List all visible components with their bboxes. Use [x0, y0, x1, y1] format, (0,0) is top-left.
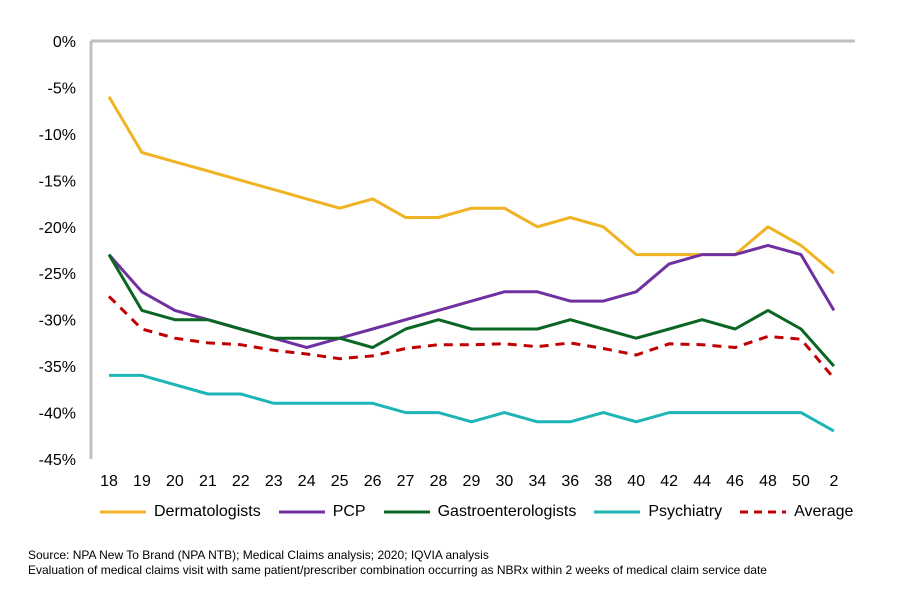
x-tick-label: 22 [232, 473, 250, 490]
x-tick-label: 25 [331, 473, 349, 490]
x-tick-label: 44 [693, 473, 711, 490]
x-tick-label: 29 [463, 473, 481, 490]
footnote-line: Evaluation of medical claims visit with … [28, 563, 767, 577]
legend-swatch-psychiatry [594, 510, 641, 514]
x-tick-label: 2 [829, 473, 838, 490]
series-line-dermatologists [107, 95, 835, 275]
series-line-average [107, 295, 836, 380]
legend: Dermatologists PCP Gastroenterologists P… [100, 503, 871, 521]
legend-item-dermatologists: Dermatologists [100, 503, 261, 521]
x-tick-label: 48 [759, 473, 777, 490]
y-tick-label: 0% [53, 34, 76, 51]
source-note: Source: NPA New To Brand (NPA NTB); Medi… [28, 548, 767, 578]
series-line-pcp [107, 243, 836, 349]
x-tick-labels: 18 19 20 21 22 23 24 25 26 27 28 29 30 34 36 38 40 42 44 46… [100, 473, 838, 490]
x-tick-label: 21 [199, 473, 217, 490]
x-tick-label: 23 [265, 473, 283, 490]
y-tick-label: -25% [39, 266, 76, 283]
legend-swatch-gastroenterologists [383, 510, 430, 514]
legend-item-psychiatry: Psychiatry [594, 503, 722, 521]
source-line: Source: NPA New To Brand (NPA NTB); Medi… [28, 548, 489, 562]
series-lines [107, 95, 836, 433]
y-tick-label: -45% [39, 452, 76, 469]
x-tick-label: 19 [133, 473, 151, 490]
x-tick-label: 38 [594, 473, 612, 490]
y-tick-label: -30% [39, 313, 76, 330]
legend-swatch-dermatologists [100, 510, 146, 514]
y-tick-label: -35% [39, 359, 76, 376]
x-tick-label: 18 [100, 473, 118, 490]
legend-swatch-pcp [278, 510, 325, 514]
x-tick-label: 36 [561, 473, 579, 490]
x-tick-label: 30 [496, 473, 514, 490]
x-tick-label: 27 [397, 473, 415, 490]
series-line-gastroenterologists [107, 253, 836, 368]
x-tick-label: 28 [430, 473, 448, 490]
y-tick-label: -5% [48, 80, 76, 97]
x-tick-label: 40 [627, 473, 645, 490]
legend-label: Psychiatry [648, 503, 723, 520]
x-tick-label: 34 [528, 473, 546, 490]
y-tick-label: -15% [39, 173, 76, 190]
x-tick-label: 20 [166, 473, 184, 490]
y-tick-label: -20% [39, 220, 76, 237]
y-tick-label: -10% [39, 127, 76, 144]
series-line-psychiatry [109, 373, 835, 433]
legend-label: Dermatologists [154, 503, 261, 520]
x-tick-label: 26 [364, 473, 382, 490]
legend-item-average: Average [740, 503, 853, 521]
legend-item-gastroenterologists: Gastroenterologists [383, 503, 577, 521]
x-tick-label: 46 [726, 473, 744, 490]
legend-label: Average [794, 503, 854, 520]
x-tick-label: 50 [792, 473, 810, 490]
line-chart: 0% -5% -10% -15% -20% -25% -30% -35% -40% -45% 18… [39, 34, 855, 490]
legend-item-pcp: PCP [278, 503, 366, 521]
y-tick-label: -40% [39, 406, 76, 423]
legend-label: PCP [332, 503, 366, 520]
y-tick-labels: 0% -5% -10% -15% -20% -25% -30% -35% -40% -45% [39, 34, 76, 469]
x-tick-label: 24 [298, 473, 316, 490]
x-tick-label: 42 [660, 473, 678, 490]
legend-label: Gastroenterologists [437, 503, 577, 520]
legend-swatch-average [740, 510, 787, 514]
